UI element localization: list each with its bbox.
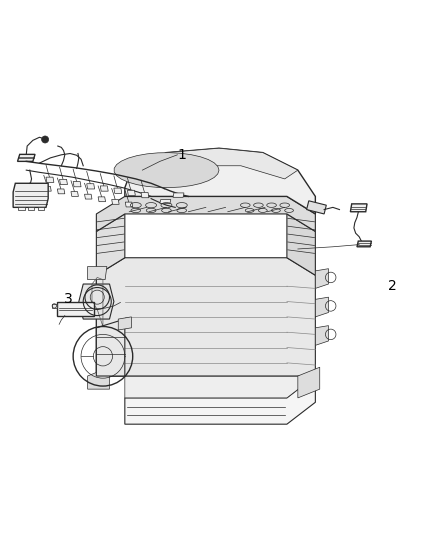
Polygon shape — [112, 199, 119, 204]
Polygon shape — [141, 192, 149, 198]
Polygon shape — [96, 258, 125, 376]
Polygon shape — [287, 214, 315, 275]
Polygon shape — [100, 186, 108, 191]
Polygon shape — [357, 241, 371, 247]
Polygon shape — [98, 197, 106, 201]
Polygon shape — [125, 148, 315, 214]
Polygon shape — [73, 182, 81, 187]
Polygon shape — [85, 194, 92, 199]
Polygon shape — [57, 302, 94, 316]
Polygon shape — [96, 197, 315, 231]
Polygon shape — [131, 148, 298, 179]
Polygon shape — [160, 199, 171, 204]
Polygon shape — [88, 367, 110, 389]
Polygon shape — [118, 317, 131, 330]
Polygon shape — [114, 152, 219, 188]
Polygon shape — [173, 193, 184, 197]
Polygon shape — [52, 304, 57, 308]
Polygon shape — [350, 204, 367, 212]
Polygon shape — [46, 177, 54, 182]
Polygon shape — [96, 214, 125, 275]
Polygon shape — [125, 376, 315, 398]
Polygon shape — [96, 258, 315, 376]
Polygon shape — [125, 202, 133, 207]
Polygon shape — [125, 376, 315, 424]
Text: 2: 2 — [388, 279, 396, 293]
Text: 1: 1 — [177, 148, 186, 162]
Polygon shape — [315, 326, 328, 345]
Circle shape — [42, 136, 49, 143]
Polygon shape — [60, 179, 67, 184]
Polygon shape — [38, 207, 44, 209]
Polygon shape — [13, 183, 48, 207]
Polygon shape — [87, 184, 95, 189]
Polygon shape — [71, 191, 78, 197]
Polygon shape — [44, 187, 51, 191]
Polygon shape — [18, 207, 25, 209]
Polygon shape — [28, 207, 34, 209]
Polygon shape — [18, 155, 35, 161]
Polygon shape — [88, 266, 107, 280]
Text: 3: 3 — [64, 292, 72, 306]
Polygon shape — [315, 269, 328, 288]
Polygon shape — [298, 367, 320, 398]
Polygon shape — [96, 319, 125, 376]
Polygon shape — [307, 201, 326, 214]
Polygon shape — [57, 189, 65, 194]
Polygon shape — [127, 190, 135, 196]
Polygon shape — [114, 188, 122, 193]
Polygon shape — [79, 284, 114, 319]
Polygon shape — [315, 297, 328, 317]
